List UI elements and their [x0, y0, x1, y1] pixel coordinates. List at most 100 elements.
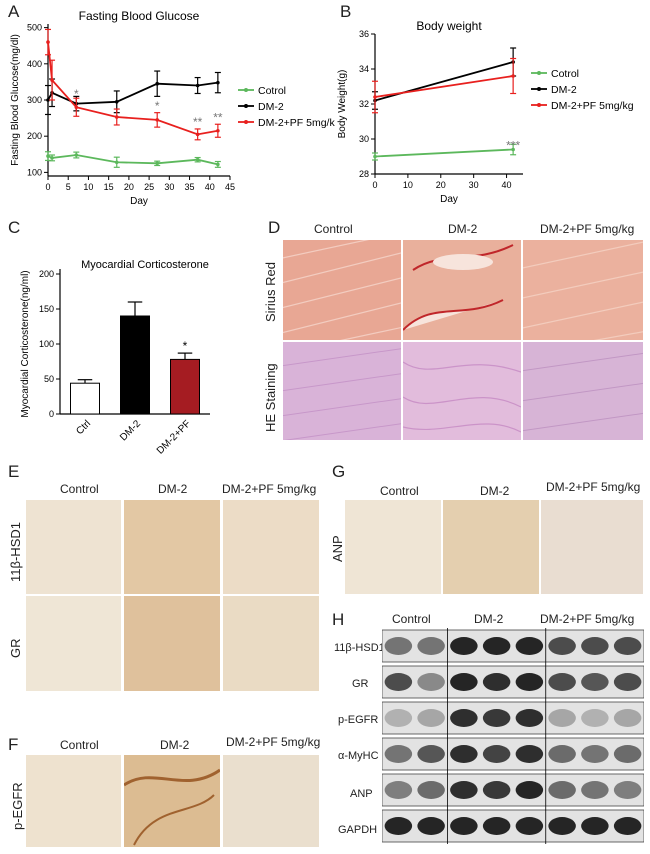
blot-band [613, 673, 642, 691]
a-x-tick-label: 0 [45, 182, 50, 192]
e-col-control: Control [60, 482, 99, 496]
blot-band [613, 637, 642, 655]
blot-band [450, 637, 478, 655]
b-x-tick-label: 10 [403, 180, 413, 190]
d-col-dm2: DM-2 [448, 222, 478, 236]
b-legend-label: Cotrol [551, 68, 579, 80]
a-significance-mark: * [74, 87, 79, 101]
f-dm2-image [124, 755, 220, 847]
blot-band [384, 745, 413, 763]
e-hsd1-dm2-image [124, 500, 220, 594]
blot-band [515, 673, 544, 691]
h-col-dm2pf: DM-2+PF 5mg/kg [540, 612, 635, 626]
c-bar [70, 382, 100, 415]
g-dm2-image [443, 500, 539, 594]
blot-band [548, 817, 576, 835]
blot-band [548, 781, 576, 799]
panel-letter-a: A [8, 2, 20, 21]
a-data-point [114, 115, 119, 119]
blot-band [548, 745, 576, 763]
a-data-point [195, 157, 200, 162]
a-significance-mark: * [155, 99, 160, 113]
a-series-line-0 [47, 154, 219, 166]
h-row-anp: ANP [350, 788, 373, 800]
a-data-point [46, 40, 50, 44]
b-y-tick-label: 30 [359, 134, 369, 144]
blot-band [581, 637, 609, 655]
blot-band [581, 745, 609, 763]
a-y-tick-label: 200 [27, 131, 42, 141]
e-gr-dm2pf-image [223, 596, 319, 691]
e-row-hsd1: 11β-HSD1 [8, 522, 23, 582]
c-y-tick-label: 200 [39, 269, 54, 279]
blot-band [417, 781, 445, 799]
a-x-label: Day [130, 196, 148, 207]
blot-band [450, 781, 478, 799]
f-dm2pf-image [223, 755, 319, 847]
e-hsd1-control-image [26, 500, 121, 594]
b-y-tick-label: 34 [359, 64, 369, 74]
blot-band [417, 745, 445, 763]
blot-band [581, 817, 609, 835]
blot-band [482, 637, 511, 655]
a-data-point [216, 162, 220, 167]
a-data-point [50, 78, 54, 82]
blot-band [548, 709, 576, 727]
b-data-point [511, 147, 515, 152]
b-legend-marker [537, 71, 541, 75]
panel-letter-f: F [8, 735, 19, 754]
b-data-point [373, 95, 377, 99]
blot-band [515, 817, 544, 835]
blot-band [515, 709, 544, 727]
a-legend-label: DM-2+PF 5mg/kg [258, 117, 335, 129]
blot-band [450, 817, 478, 835]
blot-band [482, 817, 511, 835]
b-x-tick-label: 30 [469, 180, 479, 190]
b-x-tick-label: 0 [372, 180, 377, 190]
blot-band [417, 637, 445, 655]
blot-band [515, 745, 544, 763]
g-col-control: Control [380, 484, 419, 498]
panel-letter-c: C [8, 218, 21, 237]
e-hsd1-dm2pf-image [223, 500, 319, 594]
blot-band [581, 781, 609, 799]
e-gr-control-image [26, 596, 121, 691]
a-x-tick-label: 35 [185, 182, 195, 192]
b-data-point [373, 154, 377, 159]
panel-letter-g: G [332, 462, 346, 481]
a-title: Fasting Blood Glucose [79, 9, 200, 23]
panel-letter-e: E [8, 462, 20, 481]
b-legend-label: DM-2 [551, 84, 577, 96]
d-row-he: HE Staining [263, 363, 278, 432]
b-legend-marker [537, 87, 541, 91]
blot-band [548, 673, 576, 691]
d-sirius-dm2pf-image [523, 240, 643, 340]
panel-letter-d: D [268, 218, 281, 237]
f-row-pegfr: p-EGFR [10, 782, 25, 830]
blot-band [384, 709, 413, 727]
a-data-point [155, 118, 159, 122]
a-legend-marker [244, 88, 248, 92]
b-y-tick-label: 36 [359, 29, 369, 39]
f-col-dm2: DM-2 [160, 738, 190, 752]
blot-band [515, 781, 544, 799]
c-y-tick-label: 150 [39, 304, 54, 314]
a-data-point [50, 156, 54, 160]
b-x-tick-label: 20 [436, 180, 446, 190]
a-data-point [74, 105, 79, 110]
a-y-label: Fasting Blood Glucose(mg/dl) [10, 34, 21, 166]
panel-letter-h: H [332, 610, 345, 629]
blot-band [581, 673, 609, 691]
panel-letter-b: B [340, 2, 352, 21]
d-sirius-control-image [283, 240, 401, 340]
a-data-point [195, 83, 200, 88]
h-row-gapdh: GAPDH [338, 824, 378, 836]
blot-band [613, 817, 642, 835]
b-y-tick-label: 28 [359, 169, 369, 179]
blot-band [384, 637, 413, 655]
blot-band [613, 709, 642, 727]
h-row-hsd1: 11β-HSD1 [334, 642, 385, 654]
c-category-label: Ctrl [74, 418, 93, 437]
blot-band [384, 673, 413, 691]
blot-band [384, 817, 413, 835]
